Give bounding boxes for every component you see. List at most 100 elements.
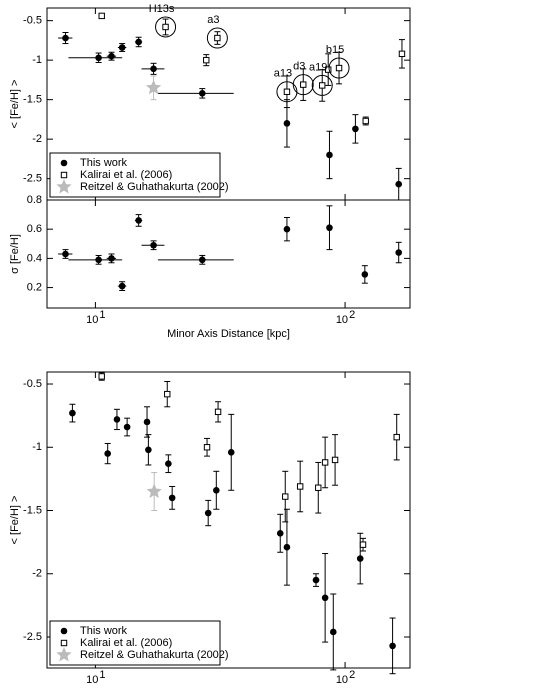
legend-marker [60,639,68,647]
x-tick-exponent: 1 [99,669,105,681]
point [213,486,220,494]
point [98,12,105,20]
point [168,494,176,502]
y-tick-label: -1 [32,54,42,66]
point [393,433,400,441]
point [135,217,142,224]
point [227,449,235,456]
point [283,120,291,127]
point [165,460,172,468]
legend-label: This work [80,157,128,169]
point [389,642,396,650]
annotation: d3 [293,61,305,73]
point [300,81,307,88]
annotation: b15 [326,44,344,56]
y-tick-label: -2.5 [23,173,42,185]
point [118,44,126,51]
point [113,416,121,423]
x-tick-label: 10 [336,674,348,686]
legend-marker [56,647,72,662]
plot-frame [46,371,411,669]
point [204,509,212,517]
point [395,180,403,188]
point [198,90,206,97]
point [352,125,359,133]
y-tick-label: -1.5 [23,504,42,516]
point [362,117,369,125]
x-tick-exponent: 2 [349,669,355,681]
point [214,34,221,42]
x-tick-label: 10 [86,314,98,326]
point [319,82,326,89]
point [162,23,169,31]
point [325,66,332,73]
y-tick-label: -1.5 [23,94,42,106]
annotation: a13 [274,68,292,80]
y-tick-label: 0.4 [27,252,42,264]
point [398,50,406,58]
legend-marker [56,179,72,194]
legend-marker [60,159,68,167]
highlight-ring [292,74,314,96]
point [95,256,102,264]
point [108,52,115,60]
legend-label: Reitzel & Guhathakurta (2002) [80,649,229,661]
point [321,594,329,602]
point [164,390,171,398]
point [123,423,131,431]
y-tick-label: 0.8 [27,194,42,206]
point [145,446,152,454]
highlight-ring [206,27,228,49]
legend-box [49,152,221,198]
point [150,241,157,249]
highlight-ring [155,16,177,38]
plot-frame [46,199,411,309]
legend-label: Kalirai et al. (2006) [80,637,172,649]
point [283,543,291,551]
legend-label: Kalirai et al. (2006) [80,169,172,181]
x-tick-exponent: 1 [99,309,105,321]
y-tick-label: -0.5 [23,378,42,390]
point [359,541,367,548]
point [312,576,320,584]
point [150,65,157,73]
point [203,444,211,451]
x-tick-exponent: 2 [349,309,355,321]
point [283,225,291,233]
y-tick-label: -1 [32,441,42,453]
y-tick-label: -0.5 [23,15,42,27]
point [283,88,291,95]
point [98,373,105,380]
x-tick-label: 10 [336,314,348,326]
legend-marker [60,171,68,179]
y-axis-label: < [Fe/H] > [9,80,21,129]
point [326,224,333,232]
y-tick-label: -2 [32,568,42,580]
x-axis-label: Minor Axis Distance [kpc] [167,328,290,340]
point [321,459,329,466]
point [296,483,304,490]
point [62,34,69,42]
point [69,409,76,417]
point [118,282,126,290]
point [95,54,102,62]
legend-marker [60,627,68,635]
annotation: H13s [149,3,175,15]
point [203,56,210,64]
y-tick-label: 0.6 [27,223,42,235]
point [329,628,337,636]
point [282,493,289,500]
y-tick-label: -2.5 [23,631,42,643]
point [356,555,364,562]
y-axis-label: σ [Fe/H] [9,234,21,274]
point [331,456,339,464]
highlight-ring [328,57,350,79]
star-marker [146,483,162,498]
annotation: a19 [309,61,327,73]
point [62,250,69,258]
legend-label: This work [80,625,128,637]
point [276,529,284,537]
point [198,256,206,264]
point [395,249,403,256]
